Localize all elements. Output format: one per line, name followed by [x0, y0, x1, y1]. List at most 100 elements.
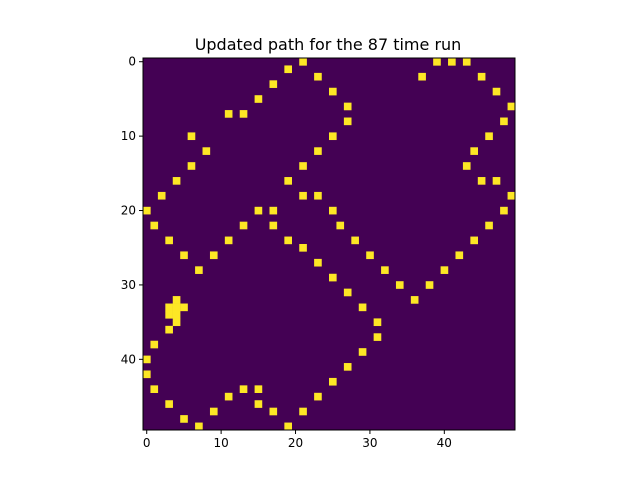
- heatmap-cell: [425, 281, 434, 289]
- heatmap-cell: [485, 221, 493, 230]
- y-tick-label: 40: [121, 352, 136, 366]
- heatmap-cell: [172, 318, 181, 327]
- heatmap-cell: [314, 191, 322, 200]
- heatmap-cell: [143, 355, 151, 364]
- heatmap-cell: [492, 177, 501, 185]
- heatmap-cell: [299, 191, 307, 200]
- heatmap-cell: [314, 392, 322, 401]
- heatmap-cell: [433, 58, 441, 66]
- x-tick-label: 30: [362, 436, 377, 450]
- heatmap-cell: [299, 58, 307, 66]
- heatmap-cell: [507, 191, 516, 200]
- heatmap-cell: [507, 102, 516, 111]
- heatmap-cell: [239, 221, 248, 230]
- y-tick-label: 20: [121, 204, 136, 218]
- heatmap-cell: [485, 132, 493, 141]
- heatmap-cell: [284, 236, 292, 245]
- heatmap-cell: [343, 288, 352, 297]
- heatmap-cell: [224, 392, 233, 401]
- heatmap-cell: [239, 110, 248, 118]
- heatmap-cell: [373, 333, 382, 341]
- heatmap-cell: [329, 206, 337, 215]
- heatmap-cell: [172, 310, 181, 319]
- heatmap-cell: [187, 132, 196, 141]
- heatmap-cell: [254, 95, 263, 103]
- heatmap-cell: [299, 162, 307, 170]
- heatmap-cell: [150, 340, 159, 349]
- heatmap-cell: [470, 147, 478, 155]
- heatmap-cell: [299, 244, 307, 252]
- heatmap-cell: [269, 221, 278, 230]
- heatmap-cell: [477, 177, 486, 185]
- heatmap-cell: [381, 266, 389, 274]
- heatmap-cell: [180, 415, 188, 423]
- heatmap-cell: [492, 87, 501, 96]
- heatmap-cell: [358, 348, 367, 356]
- heatmap-cell: [269, 206, 278, 215]
- plot-frame: [142, 57, 516, 431]
- heatmap-cell: [165, 303, 173, 312]
- heatmap-cell: [209, 251, 218, 260]
- heatmap-cell: [209, 407, 218, 416]
- heatmap-cell: [254, 206, 263, 215]
- heatmap-cell: [239, 385, 248, 393]
- y-tick-label: 0: [128, 55, 136, 69]
- heatmap-cell: [440, 266, 449, 274]
- heatmap-cell: [195, 422, 203, 431]
- heatmap-cell: [395, 281, 404, 289]
- heatmap-cell: [351, 236, 359, 245]
- y-tick-label: 10: [121, 129, 136, 143]
- heatmap-cell: [157, 191, 166, 200]
- heatmap-cell: [172, 303, 181, 312]
- heatmap-cell: [329, 377, 337, 386]
- heatmap-cell: [195, 266, 203, 274]
- heatmap-cell: [284, 177, 292, 185]
- heatmap-cell: [418, 72, 426, 81]
- x-tick-label: 0: [143, 436, 151, 450]
- heatmap-cell: [329, 132, 337, 141]
- heatmap-cell: [358, 303, 367, 312]
- heatmap-cell: [314, 147, 322, 155]
- heatmap-cell: [329, 87, 337, 96]
- heatmap-cell: [172, 296, 181, 304]
- x-axis: 0 10 20 30 40: [143, 430, 452, 450]
- heatmap-cell: [343, 363, 352, 371]
- heatmap-cell: [373, 318, 382, 327]
- heatmap-cell: [150, 221, 159, 230]
- heatmap-cell: [180, 251, 188, 260]
- plot-area: [142, 57, 516, 431]
- x-tick-label: 20: [288, 436, 303, 450]
- heatmap-cell: [224, 236, 233, 245]
- heatmap-cell: [462, 162, 471, 170]
- heatmap-cell: [202, 147, 211, 155]
- y-axis: 0 10 20 30 40: [121, 55, 143, 366]
- heatmap-cell: [470, 236, 478, 245]
- heatmap-cell: [165, 310, 173, 319]
- heatmap-cell: [343, 117, 352, 126]
- x-tick-label: 10: [213, 436, 228, 450]
- chart-title: Updated path for the 87 time run: [195, 35, 462, 54]
- heatmap-cell: [143, 370, 151, 379]
- heatmap-cell: [343, 102, 352, 111]
- heatmap-cell: [143, 206, 151, 215]
- heatmap-cell: [269, 407, 278, 416]
- heatmap-cell: [165, 325, 173, 334]
- heatmap-cell: [477, 72, 486, 81]
- heatmap-cell: [448, 58, 456, 66]
- heatmap-cell: [500, 206, 508, 215]
- heatmap-cell: [254, 400, 263, 408]
- heatmap-cell: [284, 422, 292, 431]
- heatmap-cell: [150, 385, 159, 393]
- heatmap-cell: [366, 251, 374, 260]
- y-tick-label: 30: [121, 278, 136, 292]
- heatmap-cell: [314, 72, 322, 81]
- heatmap-cell: [500, 117, 508, 126]
- heatmap-cell: [172, 177, 181, 185]
- heatmap-cell: [455, 251, 464, 260]
- heatmap-cell: [284, 65, 292, 74]
- heatmap-cell: [187, 162, 196, 170]
- heatmap-cell: [299, 407, 307, 416]
- heatmap-cell: [462, 58, 471, 66]
- heatmap-cell: [224, 110, 233, 118]
